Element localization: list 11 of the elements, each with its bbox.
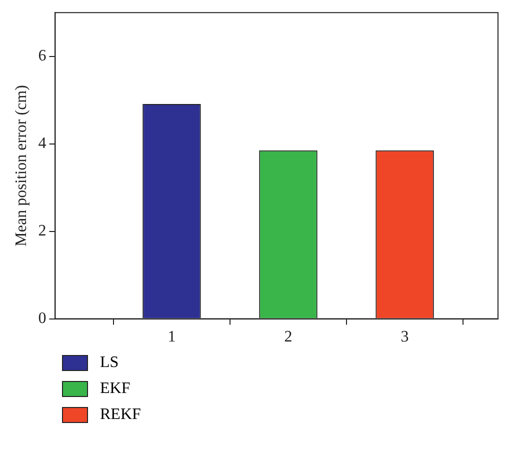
- x-tick-label: 2: [284, 328, 292, 346]
- x-tick-label: 1: [168, 328, 176, 346]
- legend-label: LS: [100, 354, 119, 372]
- legend-label: REKF: [100, 406, 141, 424]
- y-tick-label: 0: [38, 310, 46, 328]
- x-tick-label: 3: [400, 328, 409, 346]
- y-tick-label: 6: [38, 48, 46, 65]
- y-tick-label: 4: [38, 135, 46, 152]
- y-axis-title: Mean position error (cm): [12, 85, 30, 246]
- legend-label: EKF: [100, 380, 130, 398]
- y-tick-label: 2: [38, 222, 46, 240]
